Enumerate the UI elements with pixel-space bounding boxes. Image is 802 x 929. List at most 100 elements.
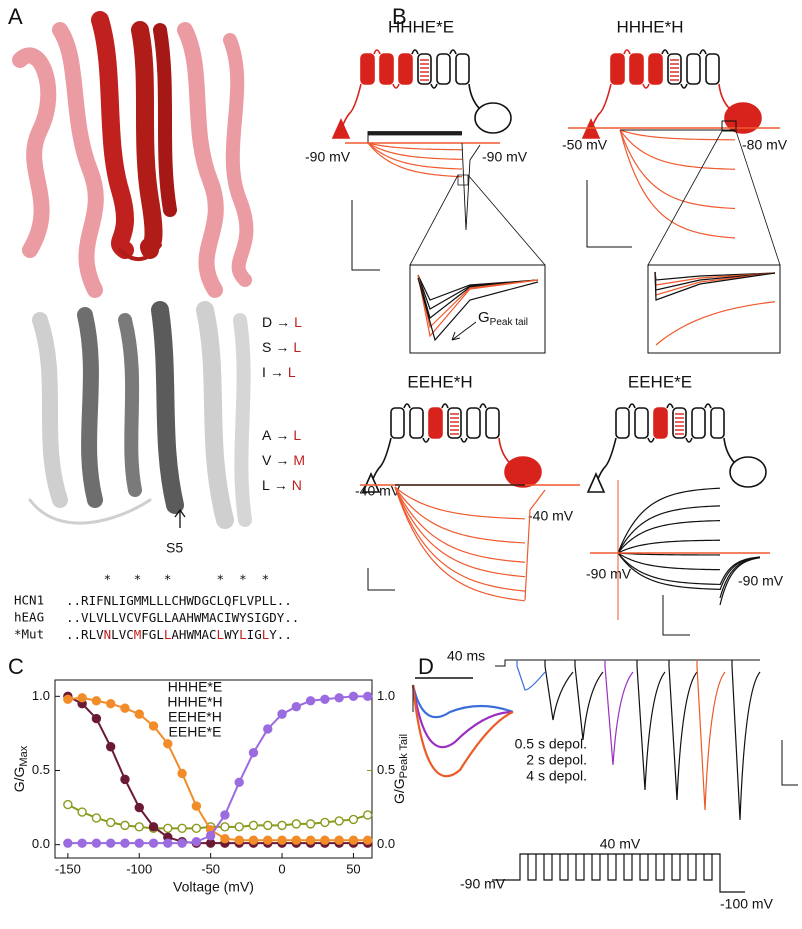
cartoon-segment [428, 407, 443, 439]
data-point [291, 702, 302, 712]
cartoon-loop [411, 49, 419, 55]
trace [617, 487, 721, 554]
series-line [67, 695, 368, 845]
data-point [205, 831, 216, 841]
y-tick-label: 0.5 [32, 762, 50, 777]
data-point [320, 817, 330, 828]
legend-entry: EEHE*H [168, 709, 222, 725]
data-point [177, 768, 187, 779]
inset-zoom [409, 174, 546, 266]
y-tick-label: 1.0 [32, 688, 50, 703]
cartoon-segment [610, 53, 625, 85]
sequence-segment: AHWMAC [171, 627, 216, 642]
data-point [105, 699, 116, 709]
data-point [91, 838, 102, 848]
data-point [63, 799, 73, 810]
cartoon-segment [466, 407, 481, 439]
cartoon-loop [430, 83, 438, 89]
data-point [263, 724, 273, 734]
mutation-to: L [293, 339, 301, 355]
data-point [291, 835, 302, 845]
data-point [348, 814, 359, 825]
data-point [177, 838, 187, 848]
cartoon-segment [390, 407, 405, 439]
data-point [134, 709, 144, 719]
n-term-triangle [361, 472, 381, 493]
voltage-protocol [492, 853, 745, 893]
data-point [220, 810, 230, 820]
inset-box [409, 264, 546, 354]
trace [617, 539, 721, 554]
mutation: S → L [262, 339, 301, 355]
mutation-to: L [294, 314, 302, 330]
data-point [248, 835, 259, 845]
mutation: I → L [262, 364, 296, 380]
trace [394, 486, 526, 544]
cartoon-segment [634, 407, 649, 439]
c-term-domain [729, 456, 767, 488]
mutation: L → N [262, 477, 302, 493]
trace [394, 486, 526, 563]
data-point [120, 774, 130, 785]
data-point [305, 696, 316, 706]
trace [617, 552, 721, 586]
cartoon-loop [403, 403, 411, 409]
cartoon-loop [479, 403, 487, 409]
data-point [334, 816, 344, 826]
x-tick-label: -150 [55, 861, 81, 876]
trace [544, 660, 574, 721]
panel-label: B [392, 4, 407, 29]
panel-label: C [8, 654, 24, 679]
sequence-segment: FGL [141, 627, 164, 642]
cartoon-segment [379, 53, 394, 85]
data-point [234, 822, 244, 832]
cartoon-segment [455, 53, 470, 85]
mutation-arrow: → [275, 452, 289, 468]
sequence-segment: Y.. [269, 627, 292, 642]
s5-label: S5 [166, 540, 183, 556]
cartoon-segment [686, 53, 701, 85]
data-point [191, 801, 202, 811]
trace [461, 142, 481, 231]
data-point [234, 835, 244, 845]
y-axis-label-sub: Max [18, 745, 30, 766]
data-point [77, 807, 87, 817]
sequence-segment: WY [224, 627, 240, 642]
y2-axis-label-sub: Peak Tail [398, 734, 410, 778]
data-point [91, 713, 102, 724]
data-point [234, 777, 244, 788]
x-tick-label: 50 [346, 861, 360, 876]
cartoon-segment [705, 53, 720, 85]
inset-label: GPeak tail [478, 309, 528, 328]
mutation-arrow: → [274, 477, 288, 493]
data-point [334, 835, 344, 845]
data-point [363, 835, 373, 845]
panel-d: 40 ms 0.5 s depol.2 s depol.4 s depol. 40 … [411, 648, 798, 912]
cartoon-loop [699, 49, 707, 55]
sequence-segment: N [104, 627, 112, 642]
time-scale-label: 40 ms [447, 648, 485, 664]
trace [617, 552, 721, 556]
trace [495, 659, 760, 667]
data-point [163, 838, 173, 848]
panel-b: HHHE*E -90 mV -90 mV HHHE*H -50 mV -80 mV EEHE… [305, 17, 788, 636]
data-point [148, 721, 159, 731]
data-point [91, 813, 102, 823]
n-term-triangle [586, 472, 606, 493]
panel-label: D [418, 654, 434, 679]
data-point [277, 709, 287, 719]
data-point [248, 820, 259, 831]
y-tick-label: 0.0 [32, 836, 50, 851]
data-point [363, 810, 373, 820]
trace [668, 660, 698, 801]
inset-arrow [451, 321, 477, 341]
cartoon-segment [360, 53, 375, 85]
voltage-label: -90 mV [738, 573, 784, 589]
trace [655, 301, 776, 346]
c-term-domain [724, 102, 762, 134]
voltage-label: -50 mV [562, 137, 608, 153]
trace [516, 660, 546, 691]
cartoon-loop [392, 83, 400, 89]
inset-label-sub: Peak tail [490, 317, 528, 328]
